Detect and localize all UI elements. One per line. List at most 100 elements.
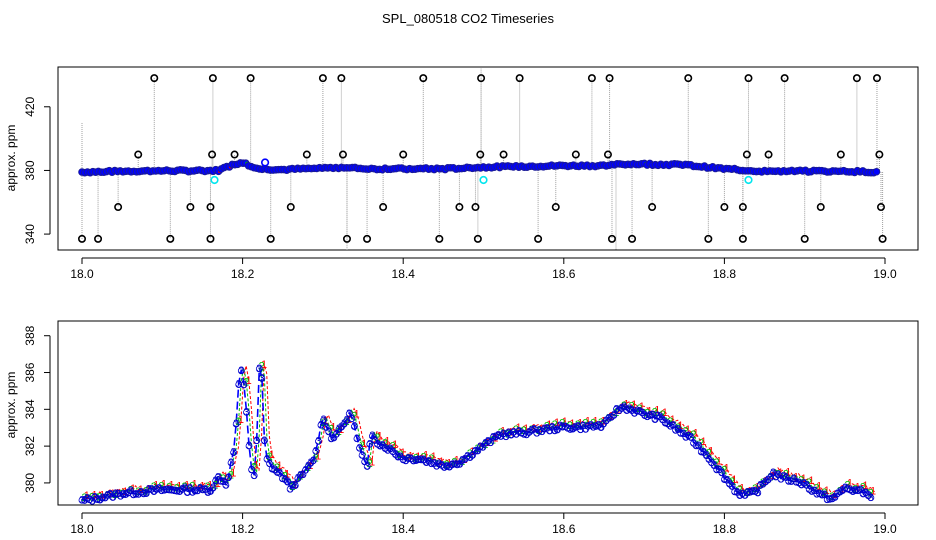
series-3-marker	[356, 444, 363, 452]
series-3-marker	[746, 488, 754, 496]
series-3-marker	[476, 443, 484, 451]
spike-outlier-point	[134, 150, 143, 159]
series-3-point: 3	[814, 488, 820, 500]
spike-outlier-point	[473, 234, 482, 243]
spike-outlier-point	[875, 150, 884, 159]
spike-outlier-point	[587, 74, 596, 83]
y-tick-label: 420	[23, 96, 37, 116]
series-1-point: 1	[639, 401, 645, 413]
series-3-marker	[448, 461, 456, 469]
series-1-point: 1	[454, 455, 460, 467]
series-3-point: 3	[583, 423, 589, 435]
series-3-marker	[266, 460, 273, 468]
series-3-marker	[808, 488, 816, 495]
series-1-point: 1	[284, 469, 290, 481]
series-3-marker	[731, 488, 739, 496]
spike-outlier-point	[477, 74, 486, 83]
x-tick-label: 18.2	[231, 267, 255, 281]
series-3-point: 3	[202, 484, 208, 496]
y-tick-label: 388	[23, 325, 37, 345]
series-3-marker	[209, 484, 217, 492]
series-3-marker	[363, 463, 371, 470]
series-3-point: 3	[768, 471, 774, 483]
spike-outlier-point	[499, 150, 508, 159]
spike-outlier-point	[738, 234, 747, 243]
series-3-point: 3	[210, 482, 216, 494]
series-3-marker	[443, 463, 451, 470]
series-1-point: 1	[392, 439, 398, 451]
series-1-point: 1	[569, 418, 575, 430]
spike-outlier-point	[476, 150, 485, 159]
series-3-point: 3	[418, 454, 424, 466]
spike-outlier-point	[166, 234, 175, 243]
series-1-point: 1	[461, 454, 467, 466]
series-3-marker	[350, 423, 358, 431]
series-1-point: 1	[670, 414, 676, 426]
spike-outlier-point	[648, 203, 657, 212]
spike-outlier-point	[684, 74, 693, 83]
series-1-point: 1	[354, 409, 360, 421]
series-3-marker	[217, 477, 225, 485]
series-3-marker	[225, 474, 232, 482]
series-3-point: 3	[225, 472, 231, 484]
spike-outlier-point	[208, 150, 217, 159]
series-1-point: 1	[400, 447, 406, 459]
series-3-point: 3	[778, 473, 784, 485]
series-3-point: 3	[477, 441, 483, 453]
series-2-line	[84, 365, 874, 499]
series-1-point: 1	[685, 424, 691, 436]
series-3-point: 3	[231, 447, 237, 459]
series-3-point: 3	[259, 372, 265, 384]
cyan-outlier-point	[210, 175, 219, 185]
series-3-point: 3	[428, 458, 434, 470]
spike-outlier-point	[816, 203, 825, 212]
series-3-point: 3	[246, 440, 252, 452]
series-3-point: 3	[166, 484, 172, 496]
series-3-point: 3	[791, 473, 797, 485]
series-1-point: 1	[269, 449, 275, 461]
series-3-point: 3	[362, 456, 368, 468]
series-3-point: 3	[351, 421, 357, 433]
series-3-point: 3	[508, 429, 514, 441]
series-1-point: 1	[384, 435, 390, 447]
series-3-marker	[417, 456, 425, 464]
series-3-point: 3	[719, 467, 725, 479]
series-3-point: 3	[195, 485, 201, 497]
series-3-point: 3	[364, 461, 370, 473]
series-3-marker	[235, 381, 243, 388]
series-3-marker	[163, 486, 171, 494]
spike-outlier-point	[266, 234, 275, 243]
series-3-point: 3	[302, 464, 308, 476]
series-3-point: 3	[243, 406, 249, 418]
series-3-point: 3	[691, 437, 697, 449]
series-3-point: 3	[696, 440, 702, 452]
top-whiskers	[81, 68, 884, 250]
series-3-marker	[289, 481, 297, 489]
series-3-marker	[245, 442, 253, 450]
series-3-marker	[867, 494, 875, 502]
series-3-point: 3	[233, 418, 239, 430]
series-3-marker	[749, 488, 757, 495]
series-1-point: 1	[377, 430, 383, 442]
spike-outlier-point	[208, 74, 217, 83]
series-3-point: 3	[228, 457, 234, 469]
series-3-point: 3	[431, 458, 437, 470]
spike-outlier-point	[704, 234, 713, 243]
cyan-outlier-point	[744, 175, 753, 185]
series-3-point: 3	[251, 470, 257, 482]
series-3-marker	[718, 469, 726, 477]
series-3-point: 3	[344, 415, 350, 427]
series-3-marker	[394, 453, 402, 461]
series-3-point: 3	[398, 451, 404, 463]
series-3-point: 3	[475, 445, 481, 457]
series-1-point: 1	[107, 488, 113, 500]
series-3-point: 3	[146, 484, 152, 496]
top-plot-frame	[57, 66, 919, 251]
spike-outlier-point	[114, 203, 123, 212]
series-1-point: 1	[323, 415, 329, 427]
series-1-point: 1	[577, 417, 583, 429]
spike-outlier-point	[286, 203, 295, 212]
series-1-point: 1	[562, 416, 568, 428]
series-3-point: 3	[726, 478, 732, 490]
